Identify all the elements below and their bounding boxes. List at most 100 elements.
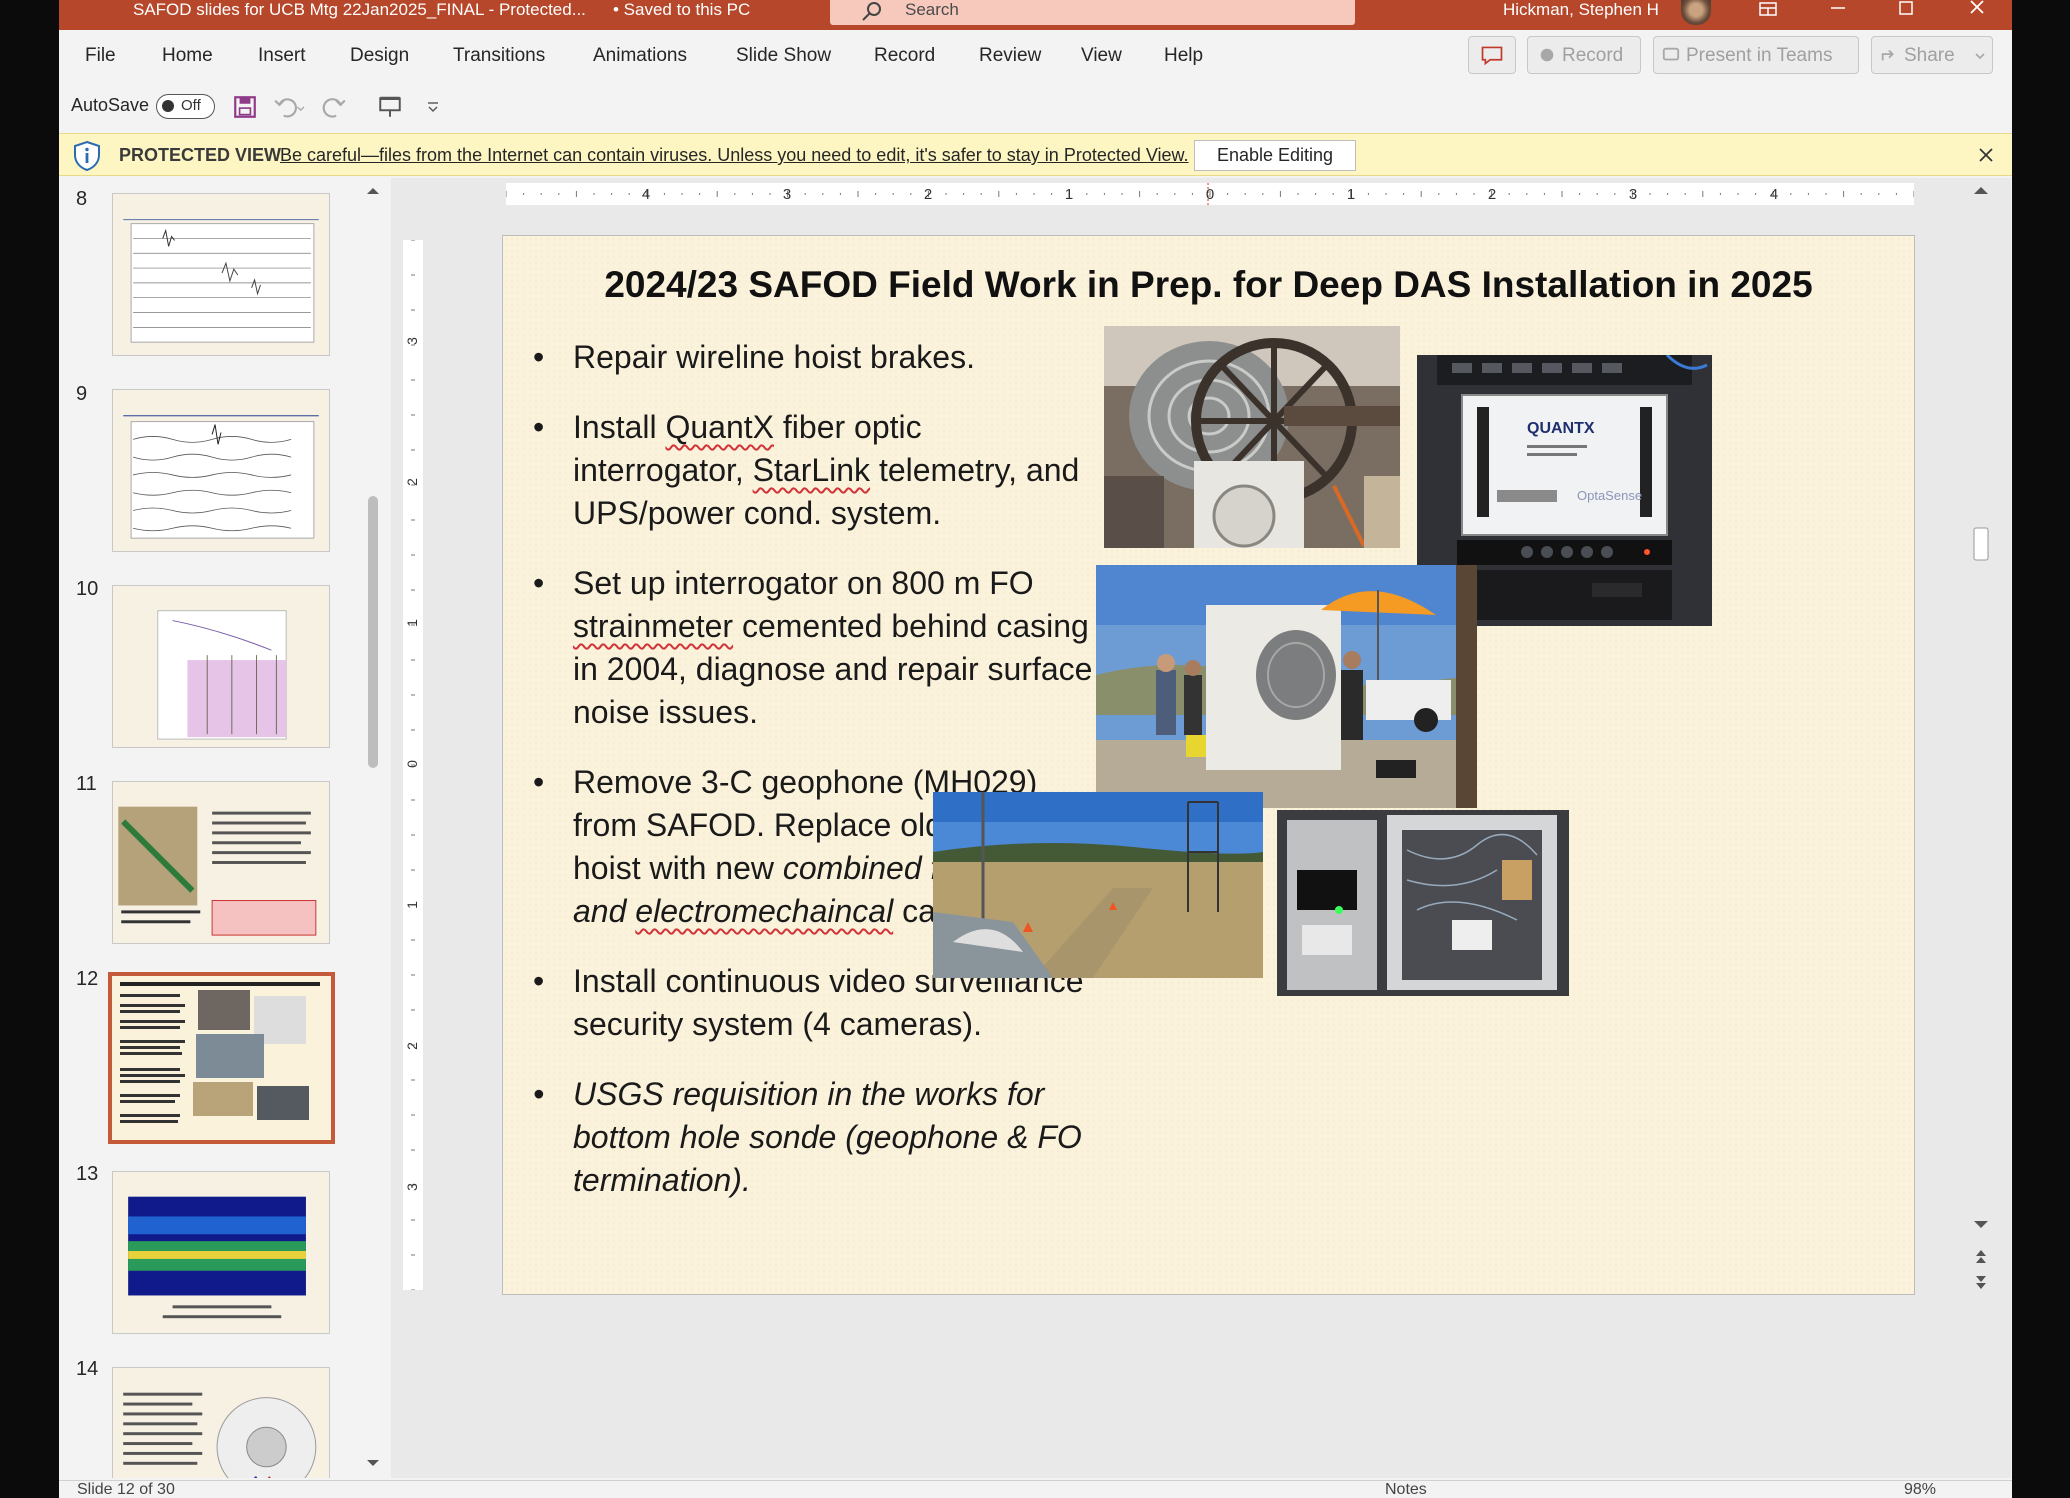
save-icon[interactable] [232,94,258,120]
slide-title[interactable]: 2024/23 SAFOD Field Work in Prep. for De… [604,264,1813,305]
ruler-label: 4 [1770,186,1778,203]
zoom-level[interactable]: 98% [1904,1481,1937,1498]
tab-animations[interactable]: Animations [593,45,687,66]
ruler-label: 0 [404,760,420,768]
redo-icon[interactable] [321,94,347,120]
share-button[interactable]: Share [1871,36,1993,74]
slide-thumbnail-10[interactable] [112,585,330,748]
photo-hoist-drum[interactable] [1104,326,1400,548]
present-in-teams-button[interactable]: Present in Teams [1653,36,1859,74]
seismogram-thumbnail-graphic [123,219,319,343]
autosave-label: AutoSave [71,95,150,115]
bullet-text: USGS requisition in the works for bottom… [573,1076,1082,1198]
tab-insert[interactable]: Insert [258,45,306,66]
chevron-down-icon[interactable] [1974,50,1986,62]
tab-help[interactable]: Help [1164,45,1204,66]
vertical-ruler[interactable]: 3 2 1 0 1 2 3 [403,240,423,1290]
search-icon [862,2,881,21]
minimize-icon[interactable] [1818,0,1858,24]
search-placeholder: Search [905,0,959,19]
slide-thumbnail-12[interactable] [108,972,335,1144]
spectrogram-thumbnail-graphic [128,1196,306,1319]
bullet-list[interactable]: Repair wireline hoist brakes. Install Qu… [533,336,1093,1229]
observatory-thumbnail-graphic [118,806,317,936]
slide-number: 14 [76,1358,99,1380]
quantx-logo-text: QUANTX [1527,420,1595,437]
spellcheck-word: QuantX [665,409,774,445]
optasense-logo-text: OptaSense [1577,488,1642,503]
teams-icon [1662,47,1680,61]
bullet-interrogator-setup: Set up interrogator on 800 m FO strainme… [533,562,1093,734]
horizontal-ruler[interactable]: 4 3 2 1 0 1 2 3 4 [506,183,1914,205]
ruler-label: 3 [783,186,791,203]
seismogram-thumbnail-graphic [123,414,319,539]
enable-editing-button[interactable]: Enable Editing [1194,140,1356,171]
quick-access-toolbar: AutoSave Off [59,84,2012,130]
bullet-text: telemetry, and UPS/power cond. system. [573,452,1080,531]
slide-thumbnail-11[interactable] [112,781,330,944]
slide-counter: Slide 12 of 30 [77,1481,175,1498]
customize-toolbar-icon[interactable] [425,99,441,115]
spellcheck-word: strainmeter [573,608,734,644]
ribbon-display-icon[interactable] [1748,0,1788,24]
record-label: Record [1562,45,1624,66]
user-name[interactable]: Hickman, Stephen H [1503,0,1659,19]
tab-home[interactable]: Home [162,45,213,66]
autosave-state: Off [181,97,201,114]
bullet-usgs-requisition: USGS requisition in the works for bottom… [533,1073,1093,1202]
ruler-label: 0 [1206,186,1214,203]
toggle-knob [162,100,174,112]
status-bar: Slide 12 of 30 Notes 98% [59,1480,2012,1498]
tab-file[interactable]: File [85,45,116,66]
tab-slide-show[interactable]: Slide Show [736,45,832,66]
avatar[interactable] [1681,0,1711,25]
ruler-label: 1 [1065,186,1073,203]
notes-button[interactable]: Notes [1385,1481,1427,1498]
tab-view[interactable]: View [1081,45,1122,66]
shield-icon [74,140,100,172]
photo-camera-view-field[interactable] [933,792,1263,978]
photo-field-crew-truck[interactable] [1096,565,1477,808]
maximize-icon[interactable] [1886,0,1926,24]
bullet-text: fiber optic interrogator, [573,409,922,488]
record-button[interactable]: Record [1527,36,1641,74]
save-status: • Saved to this PC [613,0,751,19]
slide-number: 10 [76,578,99,600]
slide-number: 12 [76,968,99,990]
autosave-toggle[interactable]: Off [156,94,215,119]
powerpoint-window: SAFOD slides for UCB Mtg 22Jan2025_FINAL… [59,0,2012,1498]
present-from-beginning-icon[interactable] [377,94,403,120]
slide-number: 9 [76,383,88,405]
ruler-label: 1 [404,619,420,627]
thumbnail-scrollbar[interactable] [362,178,384,1478]
comments-button[interactable] [1468,36,1516,74]
close-icon[interactable] [1957,0,1997,24]
slide-thumbnail-8[interactable] [112,193,330,356]
protected-view-title: PROTECTED VIEW [119,145,282,165]
bullet-text: Set up interrogator on 800 m FO [573,565,1034,601]
bullet-text: Install [573,409,666,445]
slide-canvas[interactable]: 2024/23 SAFOD Field Work in Prep. for De… [502,235,1915,1295]
tab-review[interactable]: Review [979,45,1042,66]
ruler-label: 2 [1488,186,1496,203]
photo-equipment-rack[interactable] [1277,810,1569,996]
protected-view-bar: PROTECTED VIEW Be careful—files from the… [59,133,2012,176]
present-label: Present in Teams [1686,45,1833,66]
slide-scrollbar[interactable] [1966,178,1996,1298]
slide-number: 11 [76,773,97,795]
protected-view-message[interactable]: Be careful—files from the Internet can c… [280,145,1189,165]
comment-icon [1481,46,1503,66]
slide-thumbnail-9[interactable] [112,389,330,552]
slide-thumbnail-13[interactable] [112,1171,330,1334]
tab-record[interactable]: Record [874,45,936,66]
slide-thumbnail-14[interactable] [112,1367,330,1478]
close-icon[interactable] [1975,144,1997,166]
tab-transitions[interactable]: Transitions [453,45,546,66]
undo-icon[interactable] [273,94,305,120]
search-box[interactable]: Search [830,0,1355,25]
ruler-label: 3 [1629,186,1637,203]
tab-design[interactable]: Design [350,45,410,66]
bullet-hoist-brakes: Repair wireline hoist brakes. [533,336,1093,379]
spellcheck-word: StarLink [752,452,871,488]
ruler-label: 2 [404,478,420,486]
